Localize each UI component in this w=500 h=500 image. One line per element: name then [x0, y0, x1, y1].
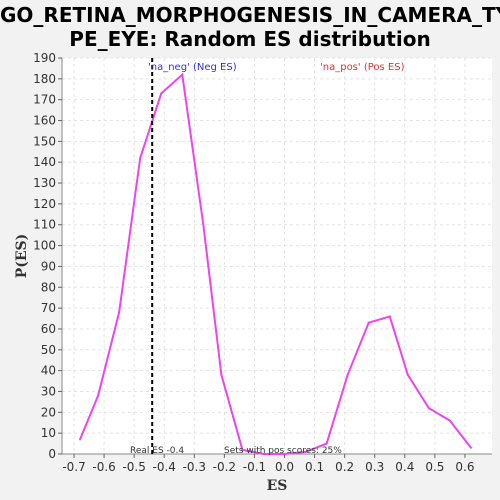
y-tick-label: 40 — [41, 364, 56, 378]
data-point — [406, 373, 409, 376]
y-tick-label: 160 — [33, 114, 56, 128]
series-line — [79, 72, 472, 455]
x-axis-label: ES — [267, 478, 288, 494]
data-point — [79, 438, 82, 441]
series-layer — [79, 72, 472, 455]
data-point — [241, 448, 244, 451]
x-tick-label: 0.5 — [425, 460, 444, 474]
y-tick-label: 60 — [41, 322, 56, 336]
plot-area — [62, 58, 492, 454]
annotation-real-es: Real ES -0.4 — [130, 446, 184, 456]
y-tick-label: 80 — [41, 280, 56, 294]
data-point — [388, 315, 391, 318]
legend-pos: 'na_pos' (Pos ES) — [320, 62, 405, 73]
y-tick-label: 70 — [41, 301, 56, 315]
x-tick-label: -0.1 — [243, 460, 266, 474]
data-point — [427, 407, 430, 410]
data-point — [118, 311, 121, 314]
data-point — [283, 453, 286, 455]
y-tick-label: 20 — [41, 405, 56, 419]
data-point — [181, 73, 184, 76]
grid — [62, 57, 492, 455]
data-point — [202, 223, 205, 226]
y-tick-label: 0 — [48, 447, 56, 461]
y-tick-label: 140 — [33, 155, 56, 169]
data-point — [139, 157, 142, 160]
y-tick-label: 180 — [33, 72, 56, 86]
y-tick-label: 30 — [41, 384, 56, 398]
data-point — [262, 453, 265, 455]
data-point — [160, 92, 163, 95]
x-tick-label: -0.3 — [183, 460, 206, 474]
x-tick-label: -0.6 — [92, 460, 115, 474]
x-tick-label: -0.7 — [62, 460, 85, 474]
x-tick-label: -0.2 — [213, 460, 236, 474]
x-tick-label: 0.1 — [305, 460, 324, 474]
data-point — [325, 442, 328, 445]
x-tick-label: -0.5 — [122, 460, 145, 474]
y-tick-label: 190 — [33, 51, 56, 65]
x-tick-label: 0.4 — [395, 460, 414, 474]
y-tick-label: 100 — [33, 239, 56, 253]
y-axis-ticks: 0 10 20 30 40 50 60 70 80 90 100 110 120 130 140 150 160… — [33, 51, 62, 461]
data-point — [220, 373, 223, 376]
x-tick-label: 0.3 — [365, 460, 384, 474]
y-axis-label: P(ES) — [14, 234, 30, 279]
y-tick-label: 110 — [33, 218, 56, 232]
chart-title-line2: PE_EYE: Random ES distribution — [69, 27, 431, 51]
x-axis-ticks: -0.7 -0.6 -0.5 -0.4 -0.3 -0.2 -0.1 0.0 0.1 0.2 0.3… — [62, 454, 474, 474]
data-point — [469, 446, 472, 449]
y-tick-label: 170 — [33, 93, 56, 107]
y-tick-label: 120 — [33, 197, 56, 211]
x-tick-label: 0.2 — [335, 460, 354, 474]
y-tick-label: 10 — [41, 426, 56, 440]
y-tick-label: 150 — [33, 134, 56, 148]
x-tick-label: -0.4 — [153, 460, 176, 474]
data-point — [448, 419, 451, 422]
y-tick-label: 130 — [33, 176, 56, 190]
x-tick-label: 0.6 — [455, 460, 474, 474]
data-point — [304, 450, 307, 453]
data-point — [97, 394, 100, 397]
annotation-sets-pos: Sets with pos scores: 25% — [224, 446, 342, 456]
y-tick-label: 50 — [41, 343, 56, 357]
data-point — [346, 373, 349, 376]
legend-neg: 'na_neg' (Neg ES) — [148, 62, 237, 73]
x-tick-label: 0.0 — [275, 460, 294, 474]
y-tick-label: 90 — [41, 259, 56, 273]
data-point — [367, 321, 370, 324]
chart-title-line1: GO_RETINA_MORPHOGENESIS_IN_CAMERA_TY — [0, 3, 500, 27]
